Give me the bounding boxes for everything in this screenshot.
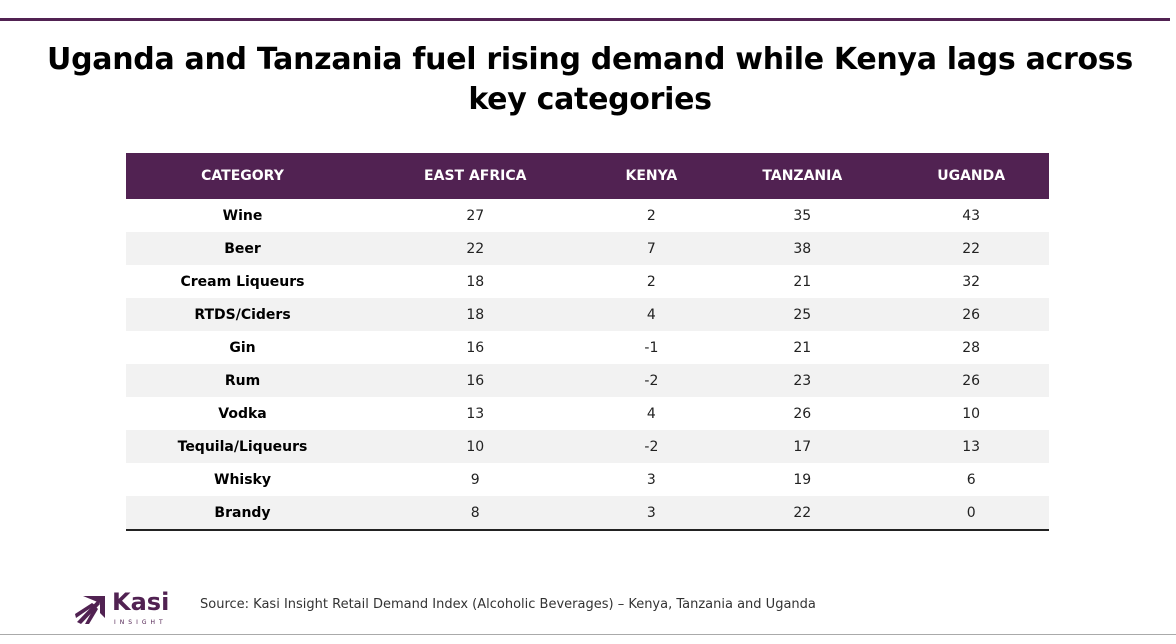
logo-mark-icon — [75, 596, 105, 624]
demand-table: CATEGORY EAST AFRICA KENYA TANZANIA UGANDA W… — [126, 153, 1049, 531]
column-header: UGANDA — [893, 153, 1049, 199]
table-row: Rum 16 -2 23 26 — [126, 364, 1049, 397]
value-cell: 32 — [962, 273, 981, 290]
value-cell: -1 — [644, 339, 659, 356]
value-cell: 43 — [962, 207, 981, 224]
table-row: Brandy 8 3 22 0 — [126, 496, 1049, 531]
value-cell: -2 — [591, 364, 712, 397]
table-row: Gin 16 -1 21 28 — [126, 331, 1049, 364]
page-title: Uganda and Tanzania fuel rising demand w… — [47, 42, 1133, 117]
column-header: EAST AFRICA — [359, 153, 592, 199]
value-cell: 28 — [962, 339, 981, 356]
value-cell: 10 — [359, 430, 592, 463]
table-row: Whisky 9 3 19 6 — [126, 463, 1049, 496]
table-row: Wine 27 2 35 43 — [126, 199, 1049, 232]
value-cell: 4 — [591, 298, 712, 331]
table-row: Vodka 13 4 26 10 — [126, 397, 1049, 430]
value-cell: 26 — [893, 298, 1049, 331]
value-cell: 13 — [893, 430, 1049, 463]
value-cell: 2 — [646, 207, 656, 224]
value-cell: 2 — [646, 273, 656, 290]
category-cell: Whisky — [214, 471, 271, 488]
value-cell: 22 — [893, 232, 1049, 265]
category-cell: RTDS/Ciders — [126, 298, 359, 331]
value-cell: 26 — [893, 364, 1049, 397]
value-cell: 22 — [359, 232, 592, 265]
value-cell: 23 — [711, 364, 894, 397]
value-cell: 18 — [466, 273, 485, 290]
category-cell: Wine — [222, 207, 263, 224]
value-cell: 26 — [793, 405, 812, 422]
category-cell: Tequila/Liqueurs — [126, 430, 359, 463]
source-note: Source: Kasi Insight Retail Demand Index… — [200, 597, 816, 612]
value-cell: 6 — [966, 471, 976, 488]
category-cell: Rum — [126, 364, 359, 397]
bottom-divider — [0, 634, 1176, 635]
column-header: CATEGORY — [126, 153, 359, 199]
value-cell: 21 — [793, 273, 812, 290]
kasi-logo: Kasi INSIGHT — [75, 588, 175, 630]
value-cell: 27 — [466, 207, 485, 224]
value-cell: 17 — [711, 430, 894, 463]
value-cell: 0 — [893, 496, 1049, 531]
value-cell: 13 — [466, 405, 485, 422]
value-cell: -2 — [591, 430, 712, 463]
value-cell: 19 — [793, 471, 812, 488]
value-cell: 8 — [359, 496, 592, 531]
value-cell: 16 — [359, 364, 592, 397]
table-row: Tequila/Liqueurs 10 -2 17 13 — [126, 430, 1049, 463]
category-cell: Cream Liqueurs — [180, 273, 305, 290]
category-cell: Beer — [126, 232, 359, 265]
value-cell: 25 — [711, 298, 894, 331]
table-header-row: CATEGORY EAST AFRICA KENYA TANZANIA UGANDA — [126, 153, 1049, 199]
category-cell: Brandy — [126, 496, 359, 531]
value-cell: 22 — [711, 496, 894, 531]
value-cell: 21 — [793, 339, 812, 356]
column-header: KENYA — [591, 153, 712, 199]
table-row: RTDS/Ciders 18 4 25 26 — [126, 298, 1049, 331]
logo-wordmark: Kasi — [112, 588, 170, 616]
logo-subtitle: INSIGHT — [114, 619, 167, 626]
table-row: Cream Liqueurs 18 2 21 32 — [126, 265, 1049, 298]
category-cell: Vodka — [218, 405, 267, 422]
value-cell: 18 — [359, 298, 592, 331]
category-cell: Gin — [229, 339, 256, 356]
value-cell: 9 — [470, 471, 480, 488]
value-cell: 10 — [962, 405, 981, 422]
value-cell: 3 — [591, 496, 712, 531]
value-cell: 35 — [793, 207, 812, 224]
value-cell: 16 — [466, 339, 485, 356]
value-cell: 3 — [646, 471, 656, 488]
top-divider — [0, 18, 1170, 21]
value-cell: 7 — [591, 232, 712, 265]
column-header: TANZANIA — [711, 153, 894, 199]
table-row: Beer 22 7 38 22 — [126, 232, 1049, 265]
value-cell: 4 — [646, 405, 656, 422]
value-cell: 38 — [711, 232, 894, 265]
